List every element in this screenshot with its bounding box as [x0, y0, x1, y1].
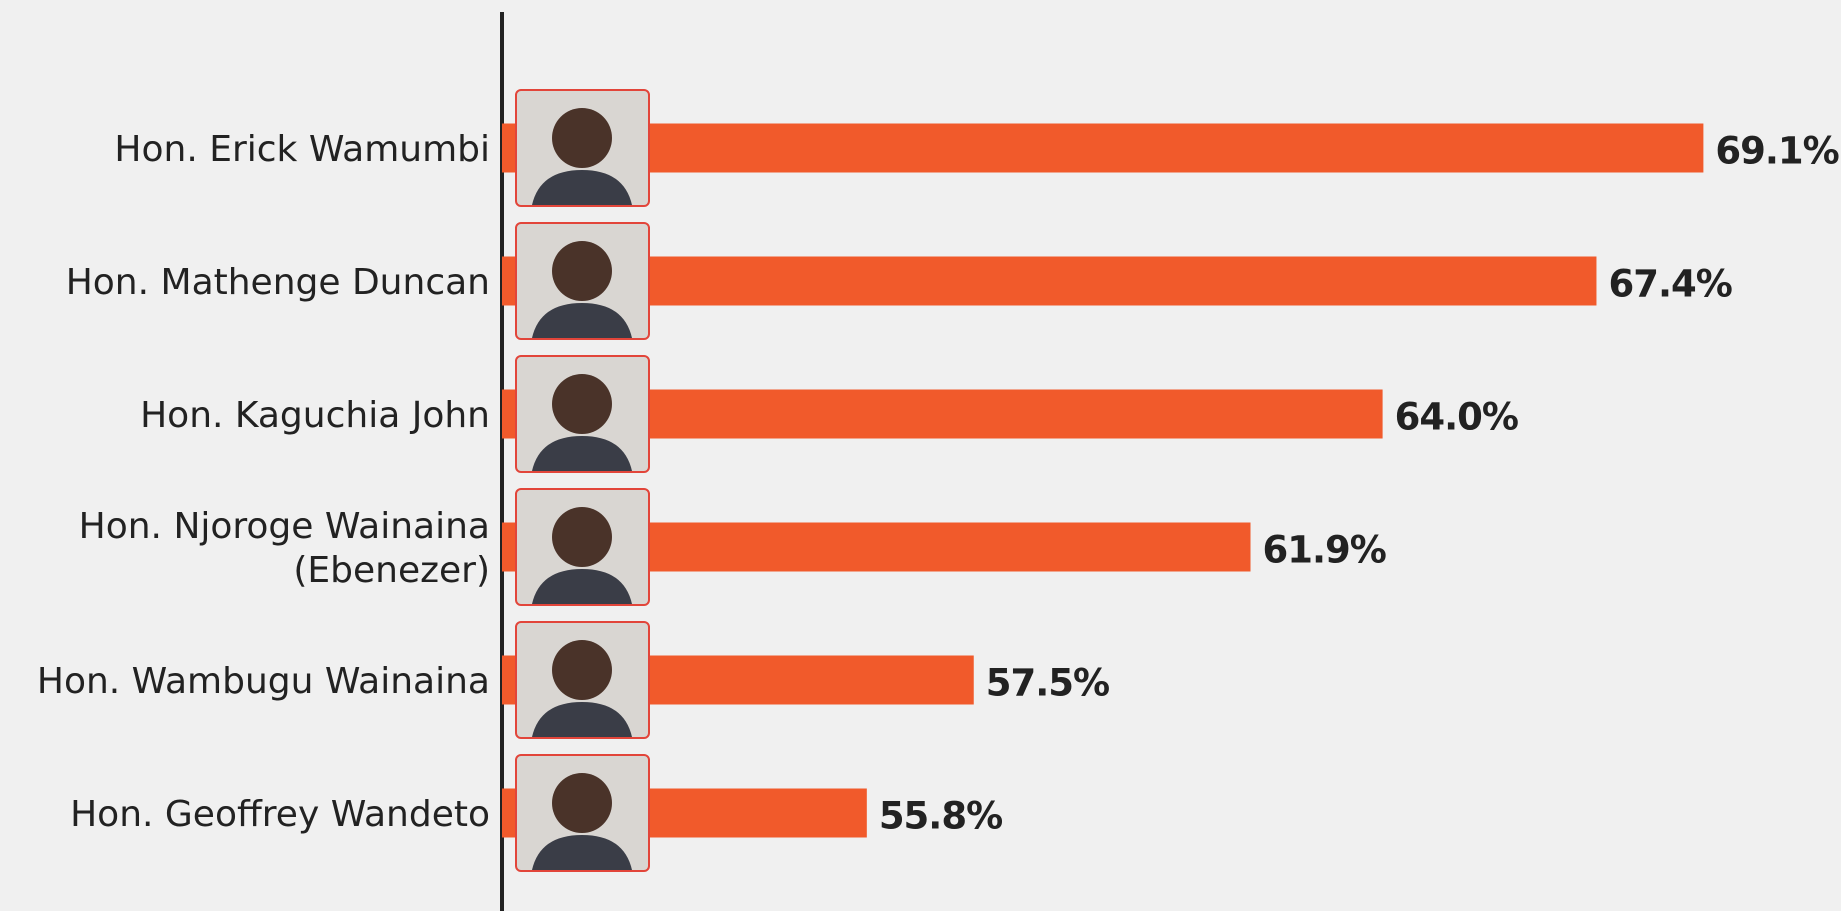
photo-head: [552, 640, 612, 700]
photo-head: [552, 374, 612, 434]
value-label: 64.0%: [1395, 396, 1518, 439]
bar: [502, 124, 1703, 173]
category-label: Hon. Wambugu Wainaina: [10, 660, 490, 704]
category-label: Hon. Njoroge Wainaina (Ebenezer): [10, 505, 490, 593]
page: (() => { const data = JSON.parse(documen…: [0, 0, 1841, 911]
photo: [516, 755, 649, 871]
category-label: Hon. Kaguchia John: [10, 394, 490, 438]
photo: [516, 356, 649, 472]
value-label: 67.4%: [1608, 263, 1731, 306]
category-label: Hon. Geoffrey Wandeto: [10, 793, 490, 837]
photo-head: [552, 108, 612, 168]
photo-head: [552, 507, 612, 567]
photo: [516, 90, 649, 206]
photo-head: [552, 773, 612, 833]
category-label: Hon. Mathenge Duncan: [10, 261, 490, 305]
photo: [516, 489, 649, 605]
value-label: 61.9%: [1263, 529, 1386, 572]
photo: [516, 622, 649, 738]
value-label: 55.8%: [879, 795, 1002, 838]
category-label: Hon. Erick Wamumbi: [10, 128, 490, 172]
bar: [502, 257, 1596, 306]
value-label: 57.5%: [986, 662, 1109, 705]
value-label: 69.1%: [1715, 130, 1838, 173]
photo: [516, 223, 649, 339]
photo-head: [552, 241, 612, 301]
